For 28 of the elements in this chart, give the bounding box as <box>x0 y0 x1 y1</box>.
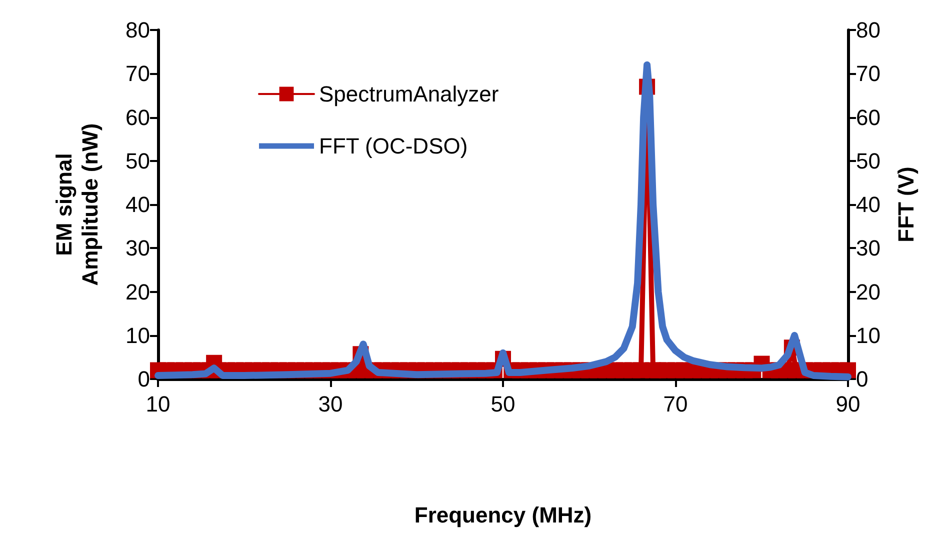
y-tick-label: 20 <box>126 279 150 304</box>
y2-tick-label: 40 <box>856 192 880 217</box>
y-tick-label: 10 <box>126 322 150 348</box>
y2-tick-label: 10 <box>856 322 880 348</box>
y2-tick-label: 80 <box>856 18 880 42</box>
x-tick-label: 10 <box>146 392 170 416</box>
y-axis-title: EM signal Amplitude (nW) <box>52 123 102 286</box>
x-tick-label: 50 <box>490 392 516 416</box>
x-axis-title: Frequency (MHz) <box>414 502 592 528</box>
y2-tick-label: 60 <box>856 104 880 130</box>
legend-label: FFT (OC-DSO) <box>319 134 468 158</box>
y-tick-label: 0 <box>138 366 150 392</box>
y-tick-label: 50 <box>126 148 150 174</box>
y2-tick-label: 70 <box>856 61 880 86</box>
y2-tick-label: 50 <box>856 148 880 174</box>
y2-tick-label: 0 <box>856 366 868 392</box>
y-tick-label: 40 <box>126 192 150 217</box>
x-tick-label: 90 <box>836 392 860 416</box>
y2-tick-label: 30 <box>856 236 880 261</box>
y-tick-label: 70 <box>126 61 150 86</box>
legend-label: SpectrumAnalyzer <box>319 82 499 106</box>
y2-axis-title: FFT (V) <box>894 166 918 242</box>
y2-tick-label: 20 <box>856 279 880 304</box>
x-tick-label: 30 <box>318 392 343 416</box>
y-tick-label: 60 <box>126 104 150 130</box>
y-tick-label: 30 <box>126 236 150 261</box>
y-tick-label: 80 <box>126 18 150 42</box>
x-tick-label: 70 <box>663 392 688 416</box>
